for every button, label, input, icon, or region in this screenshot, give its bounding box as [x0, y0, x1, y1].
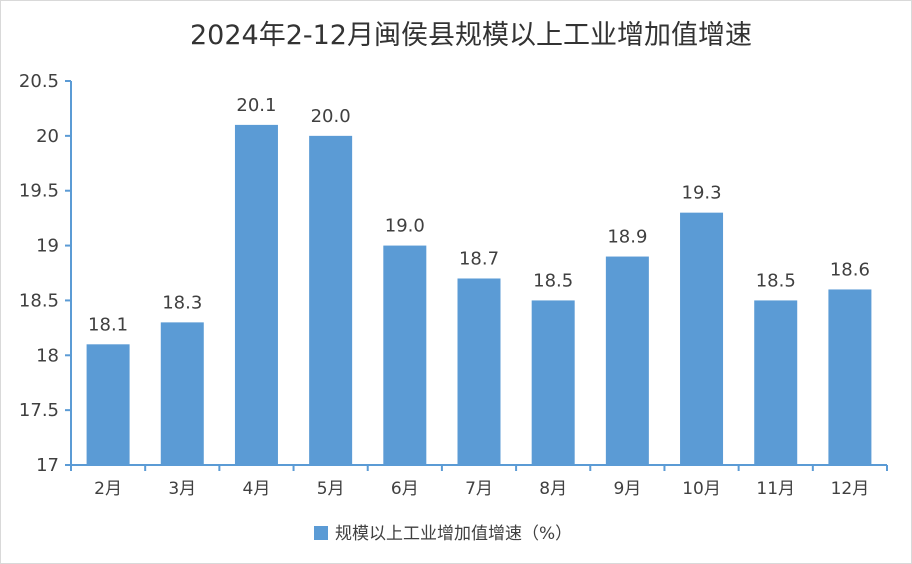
data-labels: 18.1 18.3 20.1 20.0 19.0 18.7 18.5 18.9 19.3 18.5… — [88, 95, 870, 335]
bar-data-label: 19.3 — [682, 183, 722, 204]
y-tick-label: 18 — [36, 345, 59, 366]
x-axis-labels: 2月 3月 4月 5月 6月 7月 8月 9月 10月 11月 12月 — [94, 479, 869, 499]
bar-data-label: 19.0 — [385, 216, 425, 237]
x-category-label: 11月 — [756, 479, 795, 499]
y-tick-label: 19 — [36, 236, 59, 257]
x-category-label: 2月 — [94, 479, 122, 499]
bar — [86, 344, 130, 465]
bar-data-label: 20.0 — [311, 106, 351, 127]
bar — [754, 300, 798, 465]
y-axis-ticks: 17 17.5 18 18.5 19 19.5 20 20.5 — [19, 71, 59, 476]
y-tick-label: 20 — [36, 126, 59, 147]
x-category-label: 5月 — [317, 479, 345, 499]
bar-data-label: 18.7 — [459, 248, 499, 269]
y-tick-label: 17.5 — [19, 400, 59, 421]
y-tick-label: 17 — [36, 455, 59, 476]
bar — [457, 278, 501, 465]
bars — [86, 124, 872, 465]
bar — [605, 256, 649, 465]
y-tick-label: 18.5 — [19, 290, 59, 311]
chart-title: 2024年2-12月闽侯县规模以上工业增加值增速 — [190, 20, 752, 51]
legend: 规模以上工业增加值增速（%） — [314, 524, 572, 544]
x-category-label: 7月 — [465, 479, 493, 499]
bar-data-label: 18.5 — [756, 270, 796, 291]
bar — [828, 289, 872, 465]
y-tick-label: 19.5 — [19, 181, 59, 202]
x-category-label: 6月 — [391, 479, 419, 499]
axes — [65, 80, 888, 471]
bar — [531, 300, 575, 465]
bar-data-label: 20.1 — [236, 95, 276, 116]
bar — [680, 212, 724, 465]
bar — [383, 245, 427, 465]
bar-data-label: 18.3 — [162, 292, 202, 313]
bar-data-label: 18.1 — [88, 314, 128, 335]
bar — [160, 322, 204, 465]
legend-swatch — [314, 526, 328, 540]
x-category-label: 12月 — [831, 479, 870, 499]
bar-data-label: 18.6 — [830, 259, 870, 280]
bar-data-label: 18.5 — [533, 270, 573, 291]
x-category-label: 10月 — [682, 479, 721, 499]
x-category-label: 4月 — [243, 479, 271, 499]
legend-label: 规模以上工业增加值增速（%） — [335, 524, 572, 544]
y-tick-label: 20.5 — [19, 71, 59, 92]
bar — [234, 124, 278, 465]
x-category-label: 3月 — [168, 479, 196, 499]
x-category-label: 9月 — [613, 479, 641, 499]
x-category-label: 8月 — [539, 479, 567, 499]
bar-data-label: 18.9 — [607, 227, 647, 248]
bar — [309, 135, 353, 465]
